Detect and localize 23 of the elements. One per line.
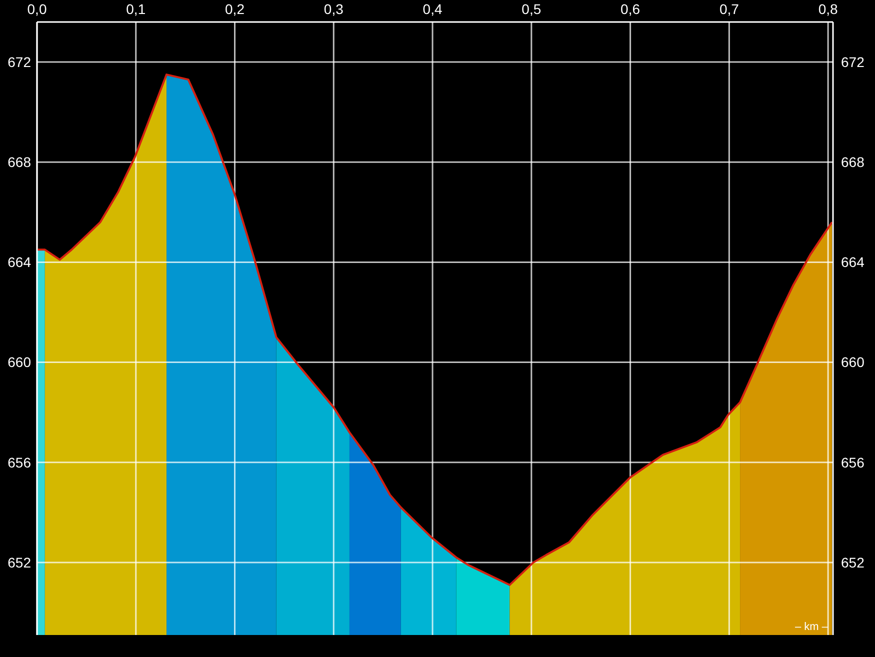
x-axis-title: – km – bbox=[794, 621, 829, 633]
x-tick-label: 0,2 bbox=[225, 1, 245, 17]
y-tick-label: 652 bbox=[8, 554, 32, 570]
x-tick-label: 0,5 bbox=[522, 1, 542, 17]
y-tick-label: 660 bbox=[8, 354, 32, 370]
y2-tick-label: 652 bbox=[841, 554, 865, 570]
x-tick-label: 0,4 bbox=[422, 1, 442, 17]
y2-tick-label: 660 bbox=[841, 354, 865, 370]
y-tick-label: 656 bbox=[8, 454, 32, 470]
y-tick-label: 668 bbox=[8, 154, 32, 170]
y-tick-label: 664 bbox=[8, 254, 32, 270]
y2-tick-label: 672 bbox=[841, 54, 865, 70]
x-tick-label: 0,1 bbox=[126, 1, 146, 17]
y2-tick-label: 668 bbox=[841, 154, 865, 170]
y-tick-label: 672 bbox=[8, 54, 32, 70]
y2-tick-label: 664 bbox=[841, 254, 865, 270]
x-tick-label: 0,6 bbox=[620, 1, 640, 17]
x-tick-label: 0,0 bbox=[27, 1, 47, 17]
line-series bbox=[36, 74, 834, 586]
x-tick-label: 0,7 bbox=[719, 1, 740, 17]
x-tick-label: 0,8 bbox=[818, 1, 838, 17]
y2-tick-label: 656 bbox=[841, 454, 865, 470]
x-tick-label: 0,3 bbox=[324, 1, 344, 17]
